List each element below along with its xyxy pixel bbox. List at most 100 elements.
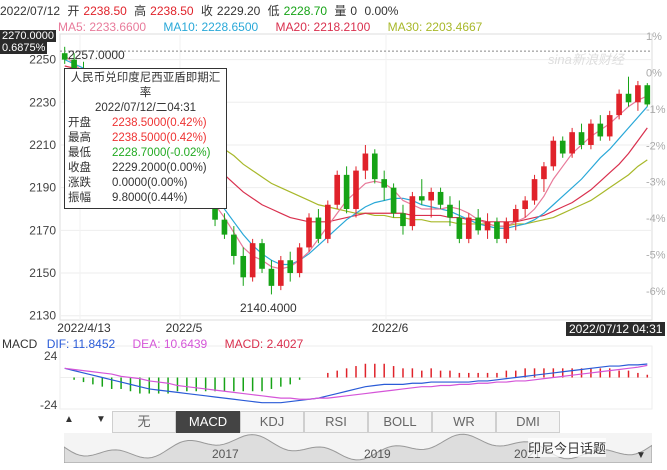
tooltip-row: 最低 2228.7000(-0.02%) [68,146,223,161]
macd-ybot: -24 [40,398,58,412]
dif-line [64,363,648,404]
candle-body [541,166,547,180]
candle-body [512,209,519,222]
ma-legend: MA5: 2233.6600 MA10: 2228.6500 MA20: 221… [58,20,496,34]
candle-body [268,268,275,286]
ma10-legend: MA10: 2228.6500 [163,20,259,34]
change-value: 0.00% [364,4,399,18]
candle-body [231,234,237,256]
tooltip-row-key: 振幅 [68,192,91,204]
candle-body [71,59,77,69]
mini-year-2: 2019 [364,447,391,461]
macd-title: MACD [2,337,38,351]
scroll-right-icon[interactable]: ▼ [96,414,106,425]
tooltip-row-key: 开盘 [68,117,91,129]
candle-body [324,204,331,239]
candle-body [315,217,322,239]
y-tick-label: 2130 [29,309,56,323]
candle-body [465,217,472,239]
quote-date: 2022/07/12 [0,4,61,18]
peak-annotation: 2257.0000 [68,48,125,62]
pct-tick-label: -4% [646,213,666,225]
overview-sparkline [63,433,653,464]
candle-body [606,115,613,137]
tab-dmi[interactable]: DMI [496,411,560,433]
candle-body [588,123,594,145]
candle-body [597,123,604,137]
tooltip-row-value: 9.8000(0.44%) [112,192,188,204]
candle-body [447,204,453,218]
cursor-pct-label: 0.6875% [0,42,48,54]
tooltip-row: 开盘 2238.5000(0.42%) [68,116,223,131]
candle-body [522,200,528,210]
candle-body [221,219,228,235]
tooltip-row-value: 2228.7000(-0.02%) [112,147,211,159]
pct-tick-label: -2% [646,140,666,152]
pct-tick-label: -5% [646,250,666,262]
candle-body [390,187,397,214]
high-value: 2238.50 [150,4,194,18]
scroll-left-icon[interactable]: ▲ [64,414,74,425]
open-label: 开 [67,4,80,18]
tooltip-row-value: 2229.2000(0.00%) [112,162,207,174]
tab-wr[interactable]: WR [432,411,496,433]
y-tick-label: 2230 [29,95,56,109]
candle-body [249,243,256,278]
tooltip-row-key: 涨跌 [68,177,91,189]
macd-panel [59,345,653,410]
tooltip-datetime: 2022/07/12/二04:31 [94,102,197,114]
candle-body [259,243,265,269]
tab-kdj[interactable]: KDJ [240,411,304,433]
tab-rsi[interactable]: RSI [304,411,368,433]
close-label: 收 [200,4,213,18]
tooltip-row-key: 最低 [68,147,91,159]
plot-frame [59,33,653,321]
expand-icon[interactable]: ▼ [636,450,646,461]
dea-line [64,364,648,400]
low-label: 低 [267,4,280,18]
x-tick-label: 2022/4/13 [57,321,111,335]
tooltip-row: 最高 2238.5000(0.42%) [68,131,223,146]
candle-body [625,93,632,103]
pct-tick-label: 1% [646,31,662,43]
ohlc-tooltip: 人民币兑印度尼西亚盾即期汇率 2022/07/12/二04:31 开盘 2238.… [64,68,227,209]
candle-body [531,179,538,201]
tab-macd[interactable]: MACD [176,411,240,433]
candle-body [306,217,312,248]
macd-legend: MACD DIF: 11.8452 DEA: 10.6439 MACD: 2.4… [2,337,303,351]
cursor-time-label: 2022/07/12 04:31 [566,322,666,336]
candle-body [418,196,425,201]
ma20-legend: MA20: 2218.2100 [275,20,371,34]
candle-body [428,191,434,201]
tooltip-row: 涨跌 0.0000(0.00%) [68,176,223,191]
low-value: 2228.70 [283,4,328,18]
candle-body [334,174,341,205]
candle-body [578,132,585,145]
pct-tick-label: -1% [646,104,666,116]
y-tick-label: 2150 [29,266,56,280]
candle-body [212,204,218,220]
chart-grid: 2250 2230 2210 2190 2170 2150 2130 1% 0% -1% -2% -3… [29,31,665,335]
macd-ytop: 24 [44,349,58,363]
close-value: 2229.20 [216,4,261,18]
candle-body [371,153,378,180]
y-tick-label: 2170 [29,223,56,237]
candle-body [362,153,369,171]
candle-body [437,191,444,205]
tab-boll[interactable]: BOLL [368,411,432,433]
candle-body [456,217,463,239]
trough-annotation: 2140.4000 [240,301,297,315]
candle-body [240,255,247,278]
candle-body [400,213,406,227]
candles [60,46,652,295]
candle-body [278,260,284,286]
candle-body [475,217,481,231]
pct-tick-label: -3% [646,177,666,189]
tab-none[interactable]: 无 [112,411,176,433]
open-value: 2238.50 [83,4,127,18]
candle-body [409,196,416,227]
tooltip-row: 振幅 9.8000(0.44%) [68,191,223,206]
y-tick-label: 2190 [29,181,56,195]
macd-value-legend: MACD: 2.4027 [224,337,304,351]
